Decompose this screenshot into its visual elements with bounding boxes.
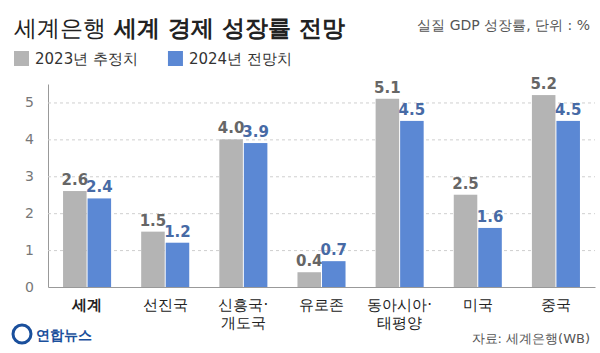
data-label: 5.1 [374, 79, 401, 97]
logo: 연합뉴스 [13, 325, 92, 343]
bar [63, 191, 87, 287]
x-tick-label: 신흥국·개도국 [218, 296, 268, 333]
data-label: 4.5 [399, 101, 426, 119]
x-tick: 유로존 [299, 287, 344, 314]
x-tick-label: 중국 [541, 296, 571, 314]
logo-text: 연합뉴스 [36, 327, 92, 343]
data-label: 0.4 [296, 252, 323, 270]
x-tick: 중국 [541, 287, 571, 314]
bar [532, 95, 556, 287]
bar [400, 121, 424, 287]
y-axis: 0 1 2 3 4 5 [25, 85, 595, 295]
legend-swatch [14, 51, 29, 66]
x-axis-line [49, 287, 596, 288]
grid-line [48, 139, 595, 140]
grid-line [48, 213, 595, 214]
bar [141, 232, 165, 287]
data-label: 0.7 [320, 241, 347, 259]
data-label: 4.0 [218, 119, 245, 137]
x-tick-label: 미국 [463, 296, 493, 314]
bars [63, 95, 580, 287]
x-tick-label: 유로존 [299, 296, 344, 314]
grid-line [48, 102, 595, 103]
data-label: 1.5 [140, 212, 167, 230]
x-tick: 미국 [463, 287, 493, 314]
data-label: 1.6 [477, 208, 504, 226]
y-tick-label: 0 [25, 279, 34, 295]
bar [322, 261, 346, 287]
y-axis-line [48, 85, 49, 288]
y-tick-label: 3 [25, 168, 34, 184]
y-tick: 4 [25, 131, 595, 147]
x-axis: 세계 선진국 신흥국·개도국 유로존 동아시아·태평양 미국 중국 [49, 287, 596, 332]
data-label: 4.5 [555, 101, 582, 119]
x-tick-label: 세계 [71, 296, 102, 314]
bar [376, 99, 400, 287]
x-tick: 세계 [71, 287, 102, 314]
legend-label: 2024년 전망치 [189, 50, 292, 68]
x-tick-label: 동아시아·태평양 [367, 296, 432, 333]
legend-label: 2023년 추정치 [35, 50, 138, 68]
data-label: 2.6 [62, 171, 89, 189]
y-tick-label: 4 [25, 131, 34, 147]
y-tick-label: 2 [25, 205, 34, 221]
data-label: 5.2 [530, 75, 557, 93]
logo-mark [13, 325, 31, 343]
x-tick-label: 선진국 [143, 296, 188, 314]
source: 자료: 세계은행(WB) [472, 331, 590, 346]
y-tick: 5 [25, 94, 595, 110]
bar [297, 272, 321, 287]
bar [478, 228, 502, 287]
chart-svg: 세계은행 세계 경제 성장률 전망 실질 GDP 성장률, 단위 : % 2023년… [0, 0, 600, 353]
subtitle: 실질 GDP 성장률, 단위 : % [417, 17, 590, 33]
y-tick-label: 5 [25, 94, 34, 110]
data-label: 1.2 [164, 223, 191, 241]
title: 세계은행 세계 경제 성장률 전망 [14, 15, 345, 41]
x-tick: 선진국 [143, 287, 188, 314]
data-label: 2.5 [452, 175, 479, 193]
data-label: 2.4 [86, 178, 113, 196]
data-labels: 2.6 1.5 4.0 0.4 5.1 2.5 5.2 2.4 1.2 3.9 0.7 4.5 1.6 4… [62, 75, 582, 270]
background [0, 0, 600, 353]
y-tick-label: 1 [25, 242, 34, 258]
x-tick: 동아시아·태평양 [367, 287, 432, 332]
bar [219, 139, 243, 287]
legend-swatch [168, 51, 183, 66]
bar [88, 198, 112, 287]
x-tick: 신흥국·개도국 [218, 287, 268, 332]
data-label: 3.9 [242, 123, 269, 141]
chart-container: 세계은행 세계 경제 성장률 전망 실질 GDP 성장률, 단위 : % 2023년… [0, 0, 600, 353]
grid-line [48, 287, 595, 288]
bar [166, 243, 190, 287]
legend: 2023년 추정치 2024년 전망치 [14, 50, 292, 68]
bar [454, 195, 478, 287]
bar [244, 143, 268, 287]
bar [556, 121, 580, 287]
grid-line [48, 176, 595, 177]
